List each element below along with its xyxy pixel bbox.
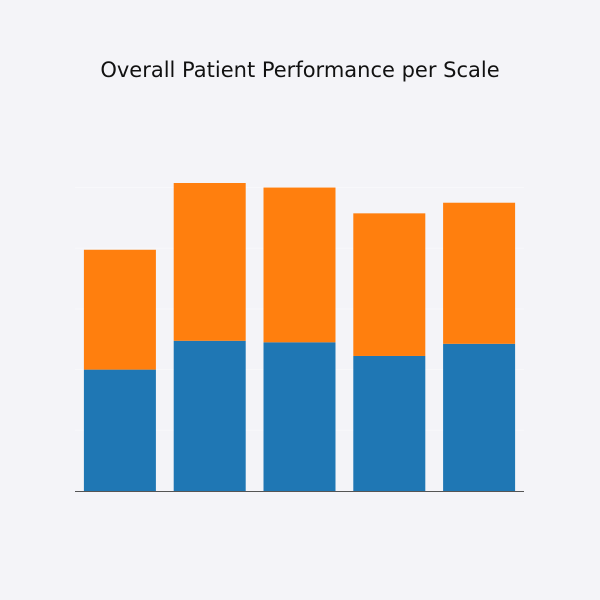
bar-segment-1-1: [83, 369, 156, 491]
chart-title: Overall Patient Performance per Scale: [100, 58, 500, 82]
bar-segment-2-5: [443, 202, 516, 344]
bar-segment-2-1: [83, 249, 156, 370]
bar-segment-2-2: [173, 183, 246, 341]
bar-segment-2-4: [353, 213, 426, 356]
bar-segment-1-5: [443, 343, 516, 491]
bar-segment-2-3: [263, 187, 336, 343]
bar-segment-1-3: [263, 342, 336, 491]
bar-segment-1-2: [173, 340, 246, 491]
bar-segment-1-4: [353, 355, 426, 491]
